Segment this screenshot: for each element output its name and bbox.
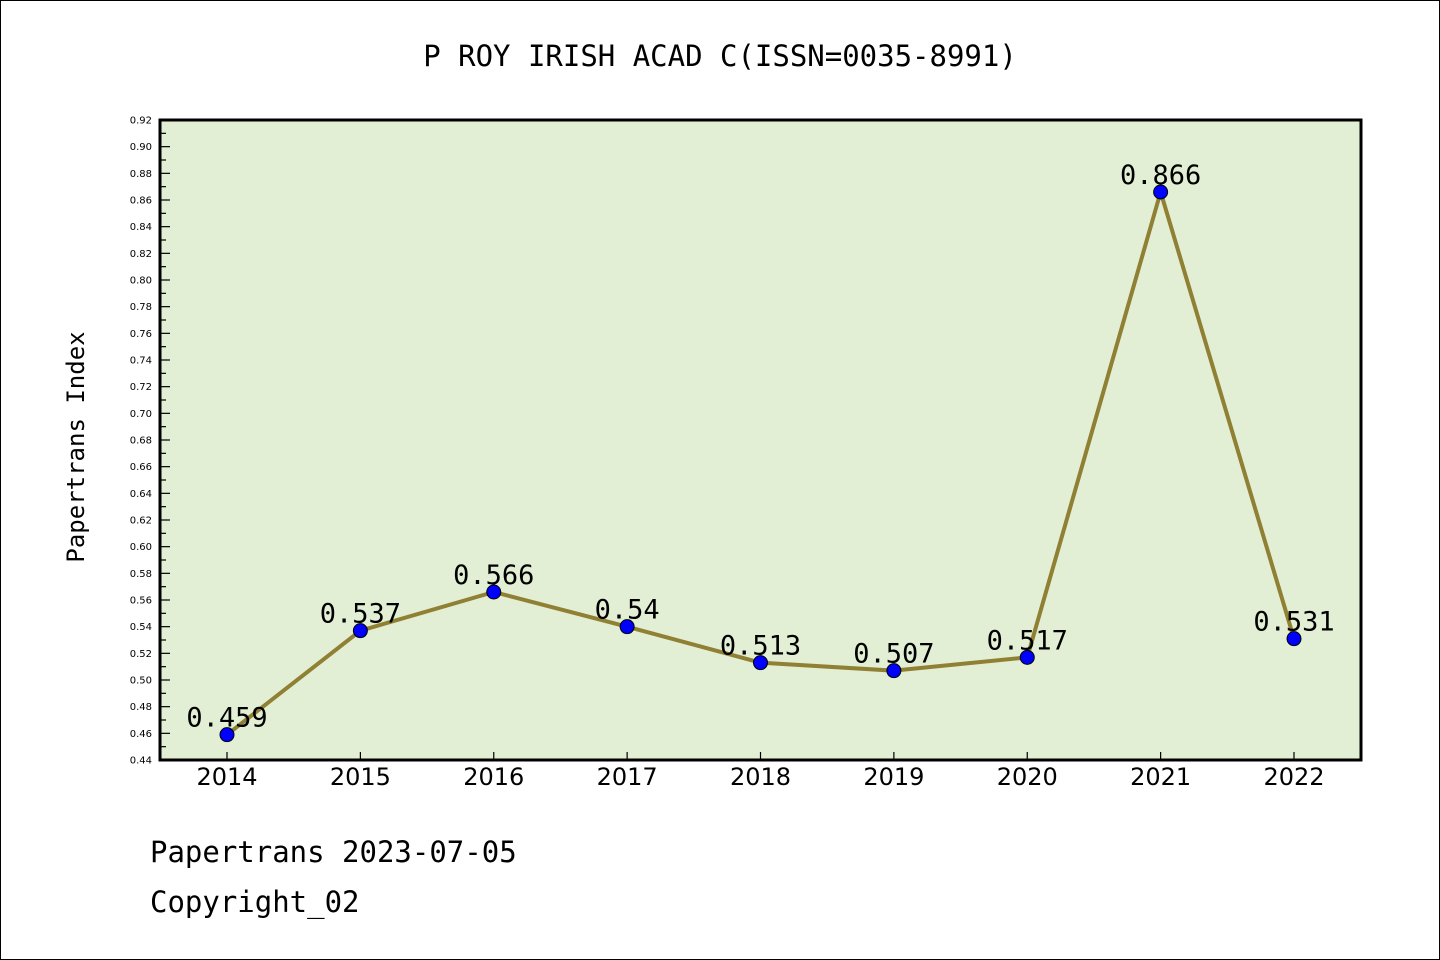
x-tick-label: 2018	[730, 763, 791, 791]
x-tick-label: 2019	[863, 763, 924, 791]
x-tick-label: 2022	[1263, 763, 1324, 791]
data-labels: 0.459 0.537 0.566 0.54 0.513 0.507 0.517 0.866 0…	[186, 160, 1334, 734]
data-label: 0.54	[595, 595, 660, 626]
y-tick-label: 0.76	[130, 329, 152, 340]
y-tick-label: 0.44	[130, 756, 152, 767]
y-tick-label: 0.74	[130, 356, 152, 367]
y-tick-label: 0.62	[130, 516, 152, 527]
footer-copyright: Copyright_02	[150, 885, 360, 919]
y-tick-label: 0.70	[130, 409, 152, 420]
data-label: 0.537	[320, 599, 401, 630]
data-point	[1153, 184, 1169, 200]
y-tick-label: 0.68	[130, 436, 152, 447]
data-point	[1286, 631, 1302, 647]
x-tick-label: 2016	[463, 763, 524, 791]
data-point	[886, 663, 902, 679]
x-axis-ticks: 2014 2015 2016 2017 2018 2019 2020 2021 2022	[196, 752, 1325, 791]
data-label: 0.517	[987, 625, 1068, 656]
data-points	[219, 184, 1302, 743]
y-tick-label: 0.78	[130, 302, 152, 313]
data-label: 0.566	[453, 560, 534, 591]
y-tick-label: 0.80	[130, 276, 152, 287]
y-tick-label: 0.66	[130, 462, 152, 473]
data-point	[619, 619, 635, 635]
plot-border	[158, 118, 1363, 762]
data-label: 0.513	[720, 631, 801, 662]
y-tick-label: 0.72	[130, 382, 152, 393]
data-point	[219, 727, 235, 743]
y-tick-label: 0.48	[130, 702, 152, 713]
y-tick-label: 0.86	[130, 196, 152, 207]
data-label: 0.507	[853, 639, 934, 670]
footer-source: Papertrans 2023-07-05	[150, 835, 517, 869]
y-tick-label: 0.92	[130, 116, 152, 127]
y-tick-label: 0.82	[130, 249, 152, 260]
x-tick-label: 2015	[330, 763, 391, 791]
y-tick-label: 0.90	[130, 142, 152, 153]
y-tick-label: 0.54	[130, 622, 152, 633]
y-tick-label: 0.88	[130, 169, 152, 180]
data-label: 0.866	[1120, 160, 1201, 191]
y-tick-label: 0.52	[130, 649, 152, 660]
y-tick-label: 0.84	[130, 222, 152, 233]
data-point	[1019, 649, 1035, 665]
x-tick-label: 2020	[997, 763, 1058, 791]
x-tick-label: 2017	[597, 763, 658, 791]
y-tick-label: 0.64	[130, 489, 152, 500]
x-tick-label: 2014	[196, 763, 257, 791]
x-tick-label: 2021	[1130, 763, 1191, 791]
data-label: 0.459	[186, 703, 267, 734]
data-point	[352, 623, 368, 639]
plot-area	[160, 120, 1361, 760]
y-tick-label: 0.58	[130, 569, 152, 580]
y-tick-label: 0.60	[130, 542, 152, 553]
y-tick-label: 0.50	[130, 676, 152, 687]
data-label: 0.531	[1253, 607, 1334, 638]
data-point	[486, 584, 502, 600]
y-tick-label: 0.56	[130, 596, 152, 607]
y-axis-label: Papertrans Index	[62, 331, 90, 562]
y-tick-label: 0.46	[130, 729, 152, 740]
data-point	[753, 655, 768, 671]
chart-title: P ROY IRISH ACAD C(ISSN=0035-8991)	[423, 39, 1017, 73]
